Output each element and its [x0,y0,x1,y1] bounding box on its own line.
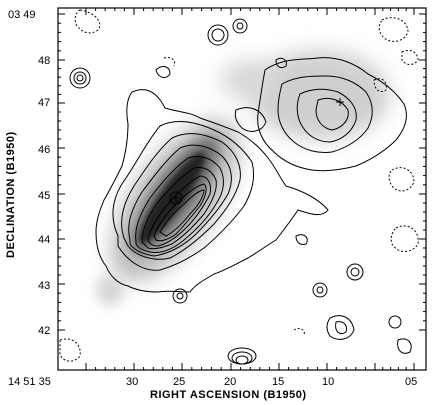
x-tick-15: 15 [272,376,284,388]
contour-lines [69,18,412,365]
y-tick-45: 45 [38,190,50,202]
position-cross-markers [172,98,344,202]
x-tick-25: 25 [173,376,185,388]
plot-frame [57,7,427,371]
corner-y-label: 03 49 [8,9,36,21]
y-tick-43: 43 [38,280,50,292]
x-axis-title: RIGHT ASCENSION (B1950) [150,389,307,401]
x-tick-05: 05 [405,376,417,388]
corner-x-label: 14 51 35 [8,376,51,388]
y-tick-42: 42 [38,325,50,337]
y-tick-48: 48 [38,55,50,67]
y-axis-title: DECLINATION (B1950) [5,131,17,258]
negative-contours [59,9,419,362]
greyscale-emission [96,50,390,306]
y-tick-46: 46 [38,144,50,156]
x-tick-20: 20 [224,376,236,388]
x-tick-10: 10 [322,376,334,388]
x-tick-30: 30 [126,376,138,388]
y-tick-47: 47 [38,97,50,109]
y-tick-44: 44 [38,234,50,246]
